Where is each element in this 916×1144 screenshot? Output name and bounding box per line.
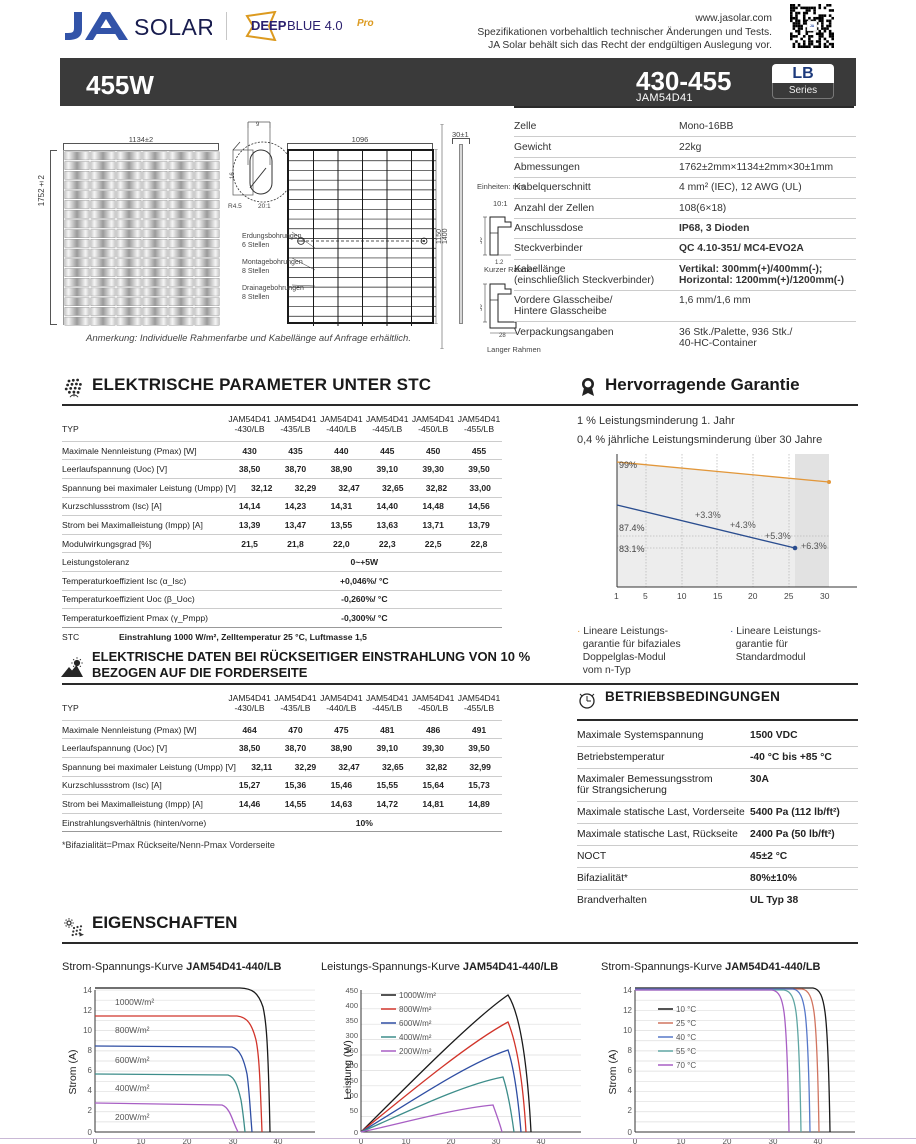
svg-text:8: 8 — [88, 1046, 93, 1055]
svg-text:10: 10 — [677, 591, 687, 601]
svg-text:300: 300 — [345, 1031, 358, 1040]
svg-text:0: 0 — [88, 1128, 93, 1137]
svg-text:4: 4 — [628, 1086, 633, 1095]
svg-text:200W/m²: 200W/m² — [115, 1112, 150, 1122]
svg-text:14: 14 — [83, 986, 92, 995]
svg-text:12: 12 — [83, 1006, 92, 1015]
svg-text:1000W/m²: 1000W/m² — [115, 997, 154, 1007]
svg-text:+3.3%: +3.3% — [695, 510, 721, 520]
svg-text:30: 30 — [480, 304, 484, 311]
svg-text:14: 14 — [623, 986, 632, 995]
svg-text:1: 1 — [614, 591, 619, 601]
svg-text:1400: 1400 — [442, 228, 449, 244]
svg-text:450: 450 — [345, 986, 358, 995]
svg-text:55 °C: 55 °C — [676, 1047, 696, 1056]
svg-text:40 °C: 40 °C — [676, 1033, 696, 1042]
svg-text:6: 6 — [88, 1066, 93, 1075]
svg-text:8: 8 — [628, 1046, 633, 1055]
svg-text:200W/m²: 200W/m² — [399, 1047, 432, 1056]
svg-text:4: 4 — [88, 1086, 93, 1095]
svg-text:Pro: Pro — [357, 18, 374, 29]
svg-text:10: 10 — [83, 1026, 92, 1035]
svg-text:12: 12 — [623, 1006, 632, 1015]
svg-text:6: 6 — [628, 1066, 633, 1075]
svg-text:1000W/m²: 1000W/m² — [399, 991, 436, 1000]
svg-text:400: 400 — [345, 1001, 358, 1010]
svg-text:25: 25 — [784, 591, 794, 601]
svg-text:600W/m²: 600W/m² — [399, 1019, 432, 1028]
svg-text:DEEP: DEEP — [251, 18, 287, 33]
svg-text:Leistung (W): Leistung (W) — [342, 1040, 354, 1100]
svg-text:83.1%: 83.1% — [619, 544, 645, 554]
svg-text:BLUE 4.0: BLUE 4.0 — [287, 18, 343, 33]
svg-text:50: 50 — [350, 1106, 358, 1115]
svg-text:0: 0 — [628, 1128, 633, 1137]
svg-text:600W/m²: 600W/m² — [115, 1055, 150, 1065]
svg-text:Strom (A): Strom (A) — [67, 1050, 79, 1095]
svg-text:+4.3%: +4.3% — [730, 520, 756, 530]
svg-text:Strom (A): Strom (A) — [607, 1050, 619, 1095]
svg-text:9: 9 — [256, 122, 260, 128]
svg-text:0: 0 — [354, 1128, 358, 1137]
svg-text:5: 5 — [643, 591, 648, 601]
svg-text:2: 2 — [628, 1106, 633, 1115]
svg-text:2: 2 — [88, 1106, 93, 1115]
svg-text:JA: JA — [810, 24, 815, 28]
svg-text:70 °C: 70 °C — [676, 1061, 696, 1070]
svg-text:30: 30 — [820, 591, 830, 601]
svg-text:20: 20 — [748, 591, 758, 601]
svg-text:10 °C: 10 °C — [676, 1005, 696, 1014]
svg-text:800W/m²: 800W/m² — [399, 1005, 432, 1014]
svg-text:99%: 99% — [619, 460, 637, 470]
svg-text:87.4%: 87.4% — [619, 523, 645, 533]
svg-text:28: 28 — [499, 333, 506, 339]
svg-text:+6.3%: +6.3% — [801, 541, 827, 551]
svg-text:SOLAR: SOLAR — [134, 14, 212, 40]
svg-text:R4.5: R4.5 — [228, 203, 242, 210]
svg-text:400W/m²: 400W/m² — [399, 1033, 432, 1042]
svg-text:800W/m²: 800W/m² — [115, 1025, 150, 1035]
svg-text:20:1: 20:1 — [258, 203, 271, 210]
svg-text:10: 10 — [623, 1026, 632, 1035]
svg-text:30: 30 — [480, 237, 484, 244]
svg-text:+5.3%: +5.3% — [765, 531, 791, 541]
svg-text:400W/m²: 400W/m² — [115, 1083, 150, 1093]
svg-text:25 °C: 25 °C — [676, 1019, 696, 1028]
svg-text:15: 15 — [713, 591, 723, 601]
svg-text:350: 350 — [345, 1016, 358, 1025]
